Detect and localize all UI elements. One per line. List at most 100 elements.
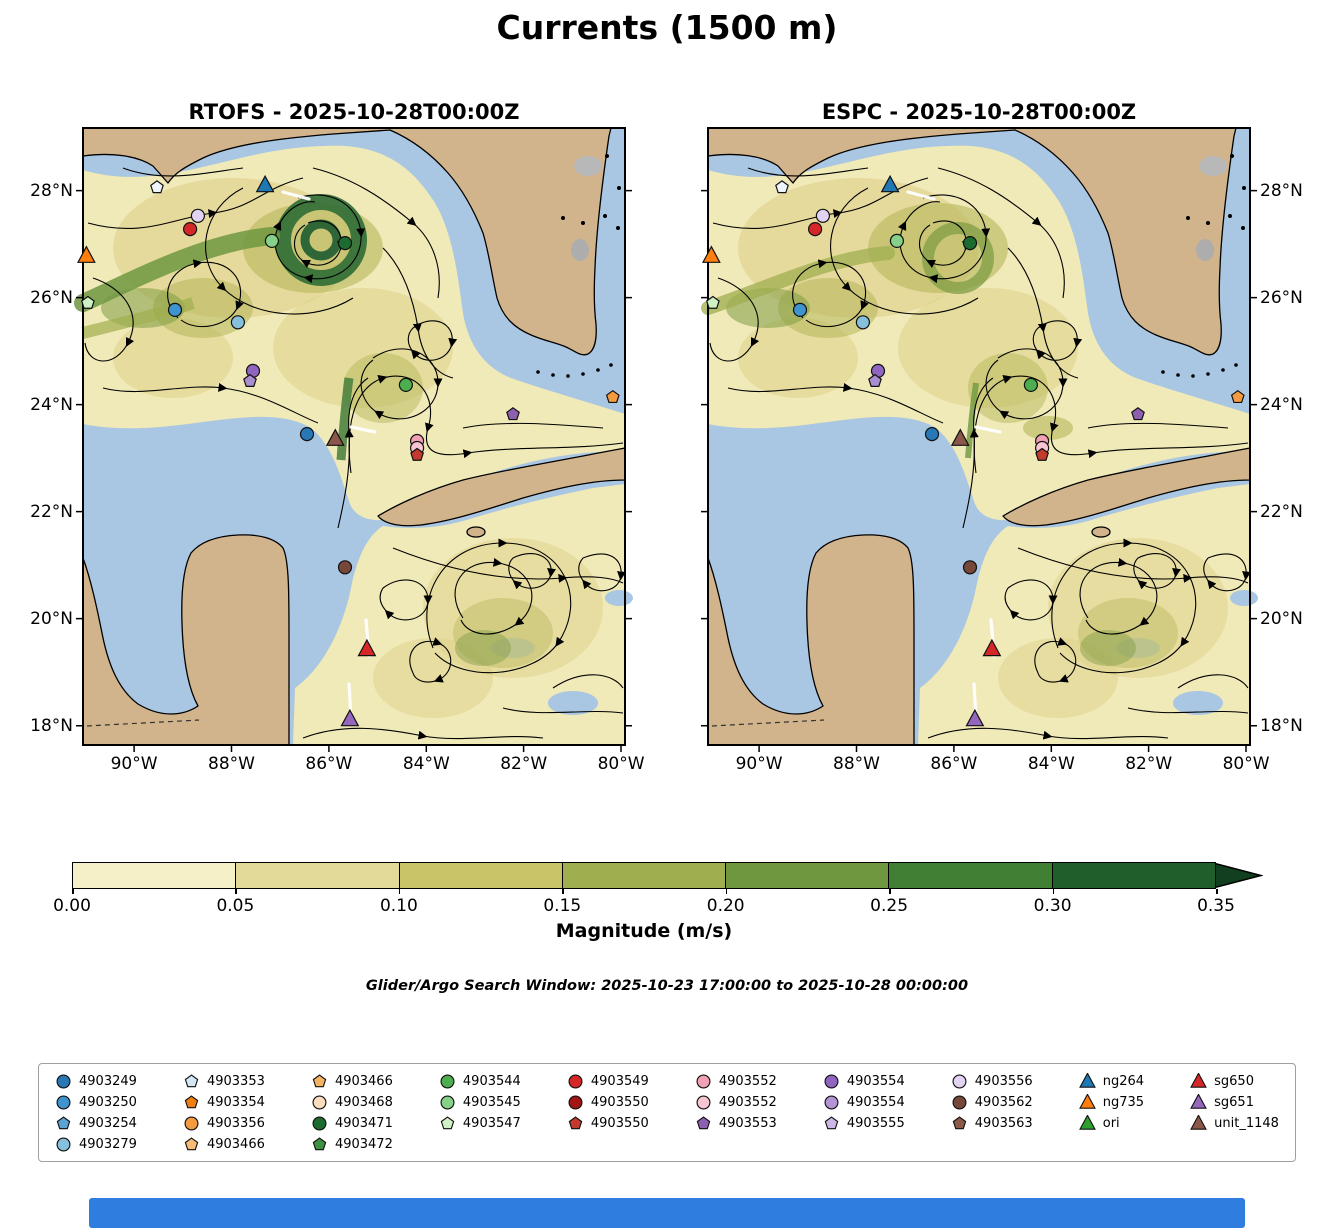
marker-ng735: [76, 245, 96, 263]
legend-item: 4903356: [183, 1114, 265, 1132]
y-tick-label: 20°N: [30, 608, 73, 629]
colorbar-segment: [1052, 863, 1215, 888]
y-tick-label: 20°N: [1260, 608, 1303, 629]
colorbar-tick-mark: [72, 889, 74, 894]
legend-column: 4903552 4903552 4903553: [695, 1072, 777, 1153]
circle-marker-icon: [696, 1074, 711, 1088]
legend-label: 4903554: [846, 1094, 905, 1110]
circle-marker-icon: [952, 1095, 967, 1109]
legend-label: 4903563: [974, 1115, 1033, 1131]
float-marker: [506, 407, 520, 421]
float-marker: [815, 208, 831, 223]
legend-label: 4903466: [206, 1136, 265, 1152]
float-marker: [182, 221, 198, 237]
legend-item: 4903563: [951, 1114, 1033, 1132]
float-marker: [81, 295, 95, 309]
marker-unit_1148: [950, 428, 970, 446]
platform-markers-espc: [701, 174, 1245, 727]
float-marker: [889, 233, 904, 249]
float-marker: [264, 233, 279, 249]
legend-label: 4903353: [206, 1073, 265, 1089]
legend-item: ori: [1078, 1114, 1144, 1132]
legend-label: 4903471: [334, 1115, 393, 1131]
legend-label: sg651: [1214, 1094, 1254, 1110]
x-tick-label: 80°W: [597, 754, 645, 774]
circle-marker-icon: [440, 1074, 455, 1088]
x-tick-label: 82°W: [500, 754, 548, 774]
map-plot-espc: 90°W 88°W 86°W 84°W 82°W 80°W 28°N 26°N 24°N 22°N…: [701, 128, 1303, 774]
map-rtofs: [74, 128, 625, 745]
float-marker: [924, 427, 940, 442]
circle-marker-icon: [952, 1074, 967, 1088]
legend-item: 4903552: [695, 1072, 777, 1090]
legend-item: sg650: [1190, 1072, 1279, 1090]
legend-column: 4903554 4903554 4903555: [823, 1072, 905, 1153]
triangle-marker-icon: [1078, 1114, 1096, 1130]
circle-marker-icon: [568, 1095, 583, 1109]
legend-label: 4903544: [462, 1073, 521, 1089]
legend-item: 4903555: [823, 1114, 905, 1132]
legend-item: 4903249: [55, 1072, 137, 1090]
legend-item: 4903353: [183, 1072, 265, 1090]
rtofs-high-velocity-overlay: [74, 194, 367, 461]
panel-title-espc: ESPC - 2025-10-28T00:00Z: [821, 100, 1137, 124]
legend-column: sg650 sg651 unit_1148: [1190, 1072, 1279, 1153]
legend-item: 4903547: [439, 1114, 521, 1132]
figure-title: Currents (1500 m): [496, 8, 838, 47]
legend-label: 4903555: [846, 1115, 905, 1131]
legend-item: 4903553: [695, 1114, 777, 1132]
legend-item: 4903554: [823, 1093, 905, 1111]
colorbar-tick-mark: [1052, 889, 1055, 894]
float-marker: [1230, 389, 1245, 404]
float-marker: [807, 221, 823, 237]
marker-ng264: [880, 174, 900, 193]
pentagon-marker-icon: [824, 1115, 839, 1129]
float-marker: [855, 315, 870, 330]
legend-item: 4903556: [951, 1072, 1033, 1090]
pentagon-marker-icon: [696, 1115, 711, 1129]
legend-item: 4903552: [695, 1093, 777, 1111]
colorbar-tick-mark: [398, 889, 401, 894]
legend-column: 4903353 4903354 4903356 4903466: [183, 1072, 265, 1153]
legend-label: 4903550: [590, 1094, 649, 1110]
colorbar-tick-label: 0.25: [870, 896, 909, 916]
legend-label: 4903547: [462, 1115, 521, 1131]
legend-label: ng735: [1102, 1094, 1145, 1110]
y-tick-label: 22°N: [30, 501, 73, 522]
legend-item: 4903279: [55, 1135, 137, 1153]
triangle-marker-icon: [1190, 1114, 1208, 1130]
legend-label: 4903562: [974, 1094, 1033, 1110]
circle-marker-icon: [824, 1095, 839, 1109]
legend-label: ng264: [1102, 1073, 1145, 1089]
pentagon-marker-icon: [952, 1115, 967, 1129]
legend-item: 4903250: [55, 1093, 137, 1111]
circle-marker-icon: [56, 1137, 71, 1151]
legend-label: unit_1148: [1214, 1115, 1279, 1131]
x-tick-label: 90°W: [110, 754, 158, 774]
pentagon-marker-icon: [56, 1115, 71, 1129]
x-tick-label: 88°W: [208, 754, 255, 774]
colorbar-tick-label: 0.15: [543, 896, 582, 916]
colorbar-segment: [73, 863, 237, 888]
legend-label: 4903552: [718, 1073, 777, 1089]
marker-sg650: [357, 638, 377, 657]
y-tick-label: 24°N: [30, 394, 73, 415]
colorbar-tick-label: 0.20: [706, 896, 745, 916]
x-tick-label: 84°W: [1027, 754, 1075, 774]
float-marker: [1035, 447, 1049, 461]
map-plot-rtofs: 90°W 88°W 86°W 84°W 82°W 80°W 28°N 26°N 24°N 22°N…: [30, 128, 645, 774]
legend-label: 4903545: [462, 1094, 521, 1110]
legend-label: 4903472: [334, 1136, 393, 1152]
triangle-marker-icon: [1190, 1093, 1208, 1109]
circle-marker-icon: [56, 1074, 71, 1088]
circle-marker-icon: [312, 1095, 327, 1109]
colorbar-label: Magnitude (m/s): [555, 920, 733, 942]
panel-title-rtofs: RTOFS - 2025-10-28T00:00Z: [188, 100, 520, 124]
legend-item: 4903468: [311, 1093, 393, 1111]
circle-marker-icon: [440, 1095, 455, 1109]
y-tick-label: 26°N: [1260, 287, 1303, 308]
legend-label: 4903553: [718, 1115, 777, 1131]
x-tick-label: 90°W: [735, 754, 783, 774]
legend-item: 4903466: [311, 1072, 393, 1090]
espc-high-velocity-overlay: [701, 222, 1073, 459]
